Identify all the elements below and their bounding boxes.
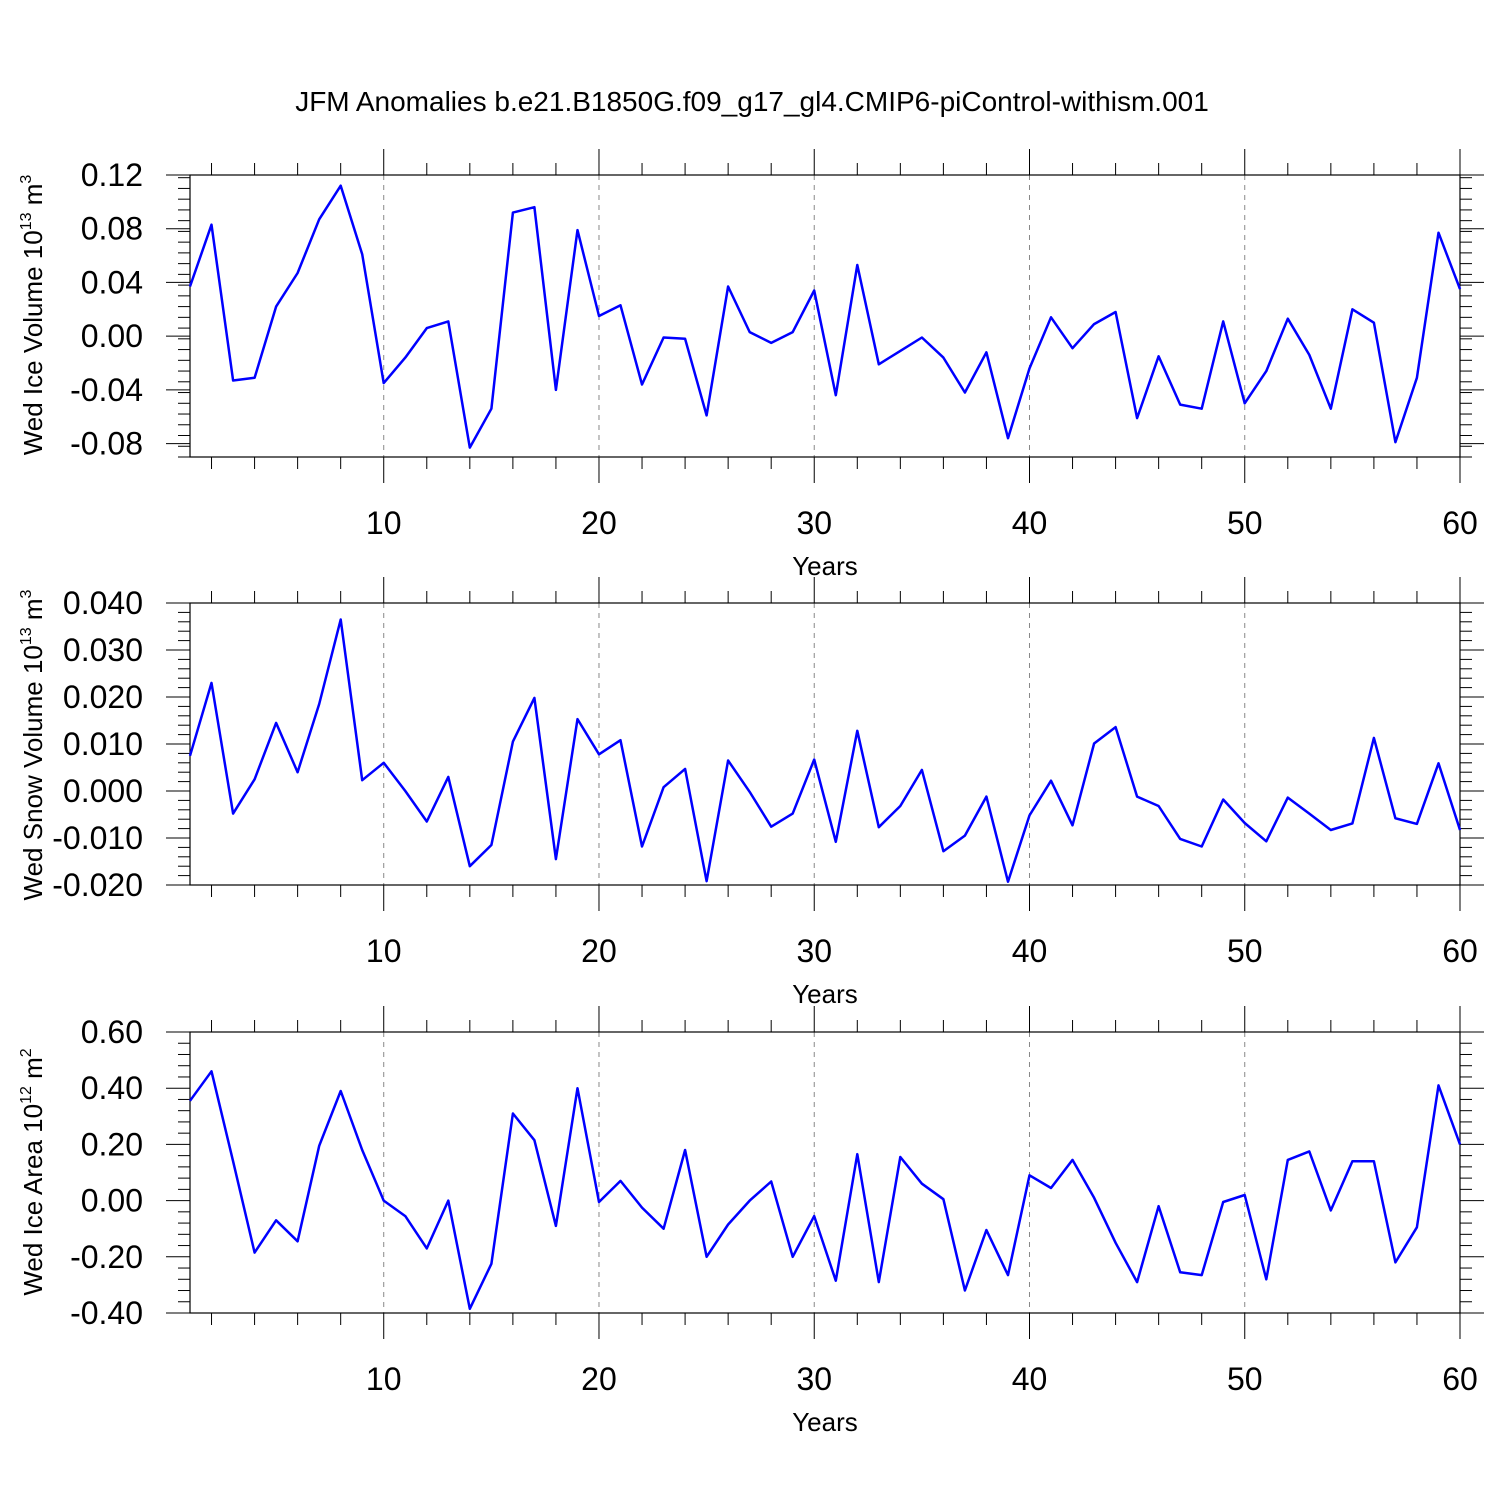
- x-tick-label: 30: [796, 933, 832, 969]
- series-line: [188, 618, 1462, 883]
- x-tick-label: 20: [581, 933, 617, 969]
- x-tick-label: 40: [1012, 1361, 1048, 1397]
- y-tick-label: -0.020: [52, 867, 143, 903]
- x-tick-label: 60: [1442, 933, 1478, 969]
- ylabel-unit-exponent: 3: [18, 589, 35, 598]
- plot-border: [189, 174, 1461, 458]
- y-tick-label: 0.040: [63, 585, 143, 621]
- ylabel-unit: m: [18, 184, 48, 213]
- ylabel-unit-exponent: 3: [18, 175, 35, 184]
- ylabel-exponent: 13: [18, 212, 35, 230]
- ylabel-exponent: 12: [18, 1086, 35, 1104]
- ylabel-main: Wed Snow Volume 10: [18, 645, 48, 900]
- ylabel-unit: m: [18, 1057, 48, 1086]
- series-line: [188, 184, 1462, 449]
- xlabel: Years: [792, 979, 858, 1009]
- ylabel-unit: m: [18, 598, 48, 627]
- x-tick-label: 20: [581, 505, 617, 541]
- plot-border: [189, 1031, 1461, 1314]
- plot-border: [189, 602, 1461, 886]
- y-tick-label: 0.00: [81, 1183, 143, 1219]
- y-tick-label: -0.40: [70, 1295, 143, 1331]
- svg-text:Wed Snow Volume 1013 m3: Wed Snow Volume 1013 m3: [18, 589, 48, 900]
- y-tick-label: 0.08: [81, 211, 143, 247]
- y-tick-label: -0.04: [70, 372, 143, 408]
- y-tick-label: 0.030: [63, 632, 143, 668]
- x-tick-label: 50: [1227, 1361, 1263, 1397]
- svg-text:Wed Ice Area 1012 m2: Wed Ice Area 1012 m2: [18, 1048, 48, 1295]
- y-tick-label: 0.00: [81, 318, 143, 354]
- plot-area: 10 20 30 40 50 60 0.040 0.030 0.020 0.010 0.000 -0.…: [52, 577, 1484, 969]
- x-tick-label: 60: [1442, 505, 1478, 541]
- x-tick-label: 50: [1227, 933, 1263, 969]
- y-tick-label: 0.40: [81, 1070, 143, 1106]
- plot-area: 10 20 30 40 50 60 0.60 0.40 0.20 0.00 -0.20 -0.40: [70, 1006, 1484, 1397]
- ylabel-unit-exponent: 2: [18, 1048, 35, 1057]
- x-tick-label: 20: [581, 1361, 617, 1397]
- y-tick-label: -0.010: [52, 820, 143, 856]
- x-tick-label: 50: [1227, 505, 1263, 541]
- xlabel: Years: [792, 1407, 858, 1437]
- y-tick-label: -0.08: [70, 426, 143, 462]
- x-tick-label: 10: [366, 933, 402, 969]
- y-tick-label: 0.60: [81, 1014, 143, 1050]
- svg-text:Wed Ice Volume 1013 m3: Wed Ice Volume 1013 m3: [18, 175, 48, 456]
- x-tick-label: 30: [796, 1361, 832, 1397]
- y-tick-label: 0.010: [63, 726, 143, 762]
- panel-snow-volume: Wed Snow Volume 1013 m3 10 20 30 40 50 60 0.04…: [18, 577, 1484, 1009]
- x-tick-label: 10: [366, 505, 402, 541]
- ylabel: Wed Ice Area 1012 m2: [18, 1048, 48, 1295]
- xlabel: Years: [792, 551, 858, 581]
- ylabel-main: Wed Ice Area 10: [18, 1104, 48, 1296]
- ylabel: Wed Ice Volume 1013 m3: [18, 175, 48, 456]
- x-tick-label: 30: [796, 505, 832, 541]
- panel-ice-area: Wed Ice Area 1012 m2 10 20 30 40 50 60 0.60 0.4…: [18, 1006, 1484, 1437]
- x-tick-label: 60: [1442, 1361, 1478, 1397]
- y-tick-label: 0.20: [81, 1126, 143, 1162]
- plot-area: 10 20 30 40 50 60 0.12 0.08 0.04 0.00 -0.04 -0.08: [70, 149, 1484, 541]
- y-tick-label: 0.04: [81, 264, 143, 300]
- ylabel-exponent: 13: [18, 627, 35, 645]
- x-tick-label: 40: [1012, 505, 1048, 541]
- panel-ice-volume: Wed Ice Volume 1013 m3 10 20 30 40 50 60 0.12 0…: [18, 149, 1484, 581]
- series-line: [188, 1070, 1462, 1311]
- ylabel-main: Wed Ice Volume 10: [18, 230, 48, 455]
- ylabel: Wed Snow Volume 1013 m3: [18, 589, 48, 900]
- y-tick-label: 0.12: [81, 157, 143, 193]
- x-tick-label: 40: [1012, 933, 1048, 969]
- y-tick-label: -0.20: [70, 1239, 143, 1275]
- y-tick-label: 0.000: [63, 773, 143, 809]
- y-tick-label: 0.020: [63, 679, 143, 715]
- chart-title: JFM Anomalies b.e21.B1850G.f09_g17_gl4.C…: [295, 86, 1209, 117]
- x-tick-label: 10: [366, 1361, 402, 1397]
